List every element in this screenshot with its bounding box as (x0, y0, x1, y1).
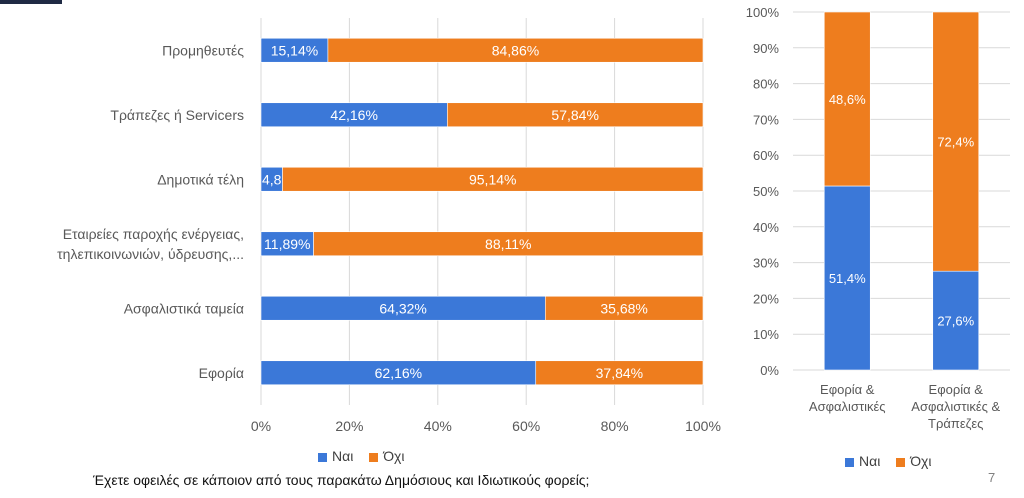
data-label: 57,84% (551, 107, 598, 123)
data-label: 35,68% (600, 300, 647, 316)
legend-item-no: Όχι (369, 448, 405, 464)
legend-swatch-no (369, 452, 379, 462)
data-label: 84,86% (492, 42, 539, 58)
y-tick-label: 40% (753, 220, 779, 235)
bar-segment-no (282, 166, 704, 192)
y-tick-label: 10% (753, 327, 779, 342)
bar-segment-no (447, 102, 704, 128)
y-tick-label: 30% (753, 256, 779, 271)
category-label: Εταιρείες παροχής ενέργειας, (63, 226, 244, 242)
bar-segment-yes (260, 231, 314, 257)
data-label: 11,89% (264, 236, 310, 252)
page-number: 7 (988, 470, 996, 485)
bar-segment-no (823, 11, 871, 187)
category-label: Εφορία & (929, 382, 984, 397)
x-tick-label: 100% (685, 418, 721, 434)
bar-segment-yes (823, 185, 871, 371)
legend-item-no: Όχι (896, 453, 932, 469)
data-label: 88,11% (485, 236, 531, 252)
data-label: 72,4% (937, 135, 974, 150)
category-label: τηλεπικοινωνιών, ύδρευσης,... (57, 246, 244, 262)
category-label: Προμηθευτές (162, 42, 244, 58)
data-label: 48,6% (829, 92, 866, 107)
category-label: Ασφαλιστικές & (911, 399, 1000, 414)
y-tick-label: 50% (753, 184, 779, 199)
x-tick-label: 20% (335, 418, 363, 434)
data-label: 51,4% (829, 271, 866, 286)
x-tick-label: 40% (424, 418, 452, 434)
category-label: Εφορία & (820, 382, 875, 397)
data-label: 95,14% (469, 171, 516, 187)
y-tick-label: 20% (753, 291, 779, 306)
bar-segment-no (327, 37, 704, 63)
legend-item-yes: Ναι (845, 453, 880, 469)
y-tick-label: 70% (753, 112, 779, 127)
data-label: 42,16% (330, 107, 377, 123)
y-tick-label: 90% (753, 41, 779, 56)
legend-left: Ναι Όχι (318, 448, 417, 464)
bar-segment-yes (932, 270, 980, 371)
legend-label-no: Όχι (910, 453, 932, 469)
legend-item-yes: Ναι (318, 448, 353, 464)
legend-swatch-yes (845, 457, 854, 467)
category-label: Εφορία (199, 365, 244, 381)
category-label: Ασφαλιστικές (809, 399, 886, 414)
bar-segment-no (535, 360, 704, 386)
data-label: 27,6% (937, 314, 974, 329)
bar-segment-no (932, 11, 980, 272)
legend-right: Ναι Όχι (845, 453, 944, 469)
bar-segment-yes (260, 360, 537, 386)
legend-swatch-yes (318, 452, 327, 462)
y-tick-label: 0% (760, 363, 779, 378)
legend-label-no: Όχι (383, 448, 405, 464)
bar-segment-yes (260, 102, 448, 128)
category-label: Τράπεζες (928, 416, 983, 431)
x-tick-label: 60% (512, 418, 540, 434)
bar-segment-no (544, 295, 704, 321)
y-tick-label: 100% (746, 5, 780, 20)
category-label: Ασφαλιστικά ταμεία (124, 300, 244, 316)
legend-label-yes: Ναι (859, 453, 881, 469)
bar-segment-no (313, 231, 704, 257)
data-label: 64,32% (379, 300, 426, 316)
bar-segment-yes (260, 37, 329, 63)
legend-label-yes: Ναι (332, 448, 354, 464)
data-label: 62,16% (375, 365, 422, 381)
x-tick-label: 80% (601, 418, 629, 434)
category-label: Τράπεζες ή Servicers (110, 107, 244, 123)
legend-swatch-no (896, 457, 906, 467)
corner-mark (0, 0, 62, 4)
data-label: 15,14% (271, 42, 318, 58)
y-tick-label: 80% (753, 77, 779, 92)
x-tick-label: 0% (251, 418, 271, 434)
y-tick-label: 60% (753, 148, 779, 163)
data-label: 37,84% (596, 365, 643, 381)
survey-question: Έχετε οφειλές σε κάποιον από τους παρακά… (93, 472, 590, 488)
category-label: Δημοτικά τέλη (157, 171, 244, 187)
